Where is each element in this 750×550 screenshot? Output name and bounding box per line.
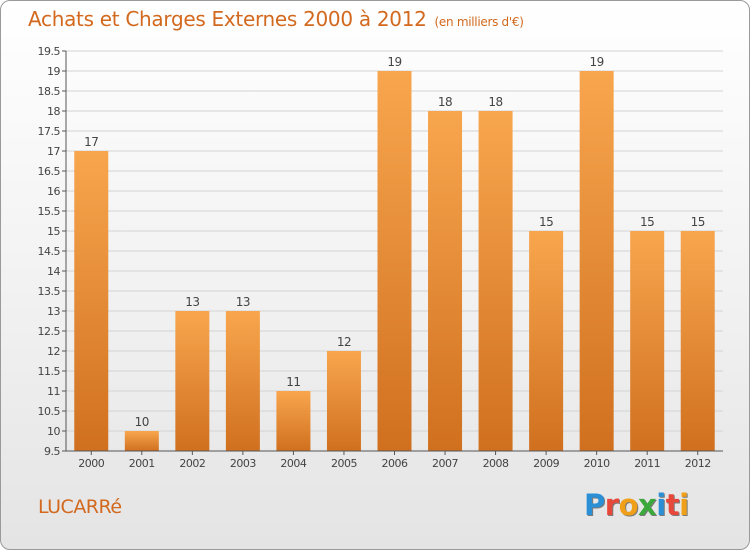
bar-2009 bbox=[529, 231, 564, 451]
data-label: 17 bbox=[84, 135, 98, 149]
data-label: 10 bbox=[135, 415, 149, 429]
bar-2004 bbox=[276, 391, 311, 451]
y-tick-label: 12 bbox=[47, 345, 60, 358]
bar-2008 bbox=[478, 111, 513, 451]
logo-letter: i bbox=[656, 488, 666, 522]
data-label: 19 bbox=[590, 55, 604, 69]
y-tick-label: 16.5 bbox=[38, 165, 61, 178]
y-tick-label: 13.5 bbox=[38, 285, 61, 298]
y-tick-label: 15 bbox=[47, 225, 60, 238]
bar-2002 bbox=[175, 311, 210, 451]
logo-letter: x bbox=[638, 488, 657, 522]
data-label: 13 bbox=[185, 295, 199, 309]
y-tick-label: 11.5 bbox=[38, 365, 61, 378]
data-label: 15 bbox=[539, 215, 553, 229]
y-tick-label: 19 bbox=[47, 65, 60, 78]
y-tick-label: 19.5 bbox=[38, 45, 61, 58]
x-axis-ticks: 2000 2001 2002 2003 2004 2005 2006 2007 2008 2009… bbox=[78, 451, 711, 470]
logo-letter: P bbox=[584, 488, 605, 522]
data-label: 18 bbox=[488, 95, 502, 109]
data-label: 15 bbox=[640, 215, 654, 229]
bars bbox=[74, 71, 715, 451]
x-tick-label: 2008 bbox=[483, 457, 509, 470]
x-tick-label: 2001 bbox=[129, 457, 155, 470]
logo-letter: i bbox=[679, 488, 689, 522]
chart-unit: (en milliers d'€) bbox=[434, 15, 524, 29]
chart-title: Achats et Charges Externes 2000 à 2012 (e… bbox=[28, 7, 524, 31]
proxiti-logo: Proxiti bbox=[584, 488, 689, 522]
y-tick-label: 17 bbox=[47, 145, 60, 158]
x-tick-label: 2005 bbox=[331, 457, 357, 470]
bar-2005 bbox=[326, 351, 361, 451]
data-label: 11 bbox=[286, 375, 300, 389]
data-label: 19 bbox=[387, 55, 401, 69]
x-tick-label: 2007 bbox=[432, 457, 458, 470]
y-tick-label: 17.5 bbox=[38, 125, 61, 138]
logo-letter: o bbox=[618, 488, 639, 522]
y-tick-label: 14 bbox=[47, 265, 60, 278]
bar-2006 bbox=[377, 71, 412, 451]
y-tick-label: 13 bbox=[47, 305, 60, 318]
x-tick-label: 2003 bbox=[230, 457, 256, 470]
bar-2003 bbox=[225, 311, 260, 451]
y-tick-label: 18.5 bbox=[38, 85, 61, 98]
bar-2010 bbox=[579, 71, 614, 451]
data-label: 18 bbox=[438, 95, 452, 109]
commune-name: LUCARRé bbox=[38, 496, 122, 518]
y-tick-label: 9.5 bbox=[44, 445, 60, 458]
y-tick-label: 16 bbox=[47, 185, 60, 198]
axes bbox=[65, 51, 723, 452]
y-tick-label: 12.5 bbox=[38, 325, 61, 338]
y-tick-label: 15.5 bbox=[38, 205, 61, 218]
x-tick-label: 2004 bbox=[280, 457, 306, 470]
y-axis-ticks: 9.5 10 10.5 11 11.5 12 12.5 13 13.5 14 14.5 15 15.5 1… bbox=[38, 45, 66, 458]
logo-letter: r bbox=[604, 488, 619, 522]
bar-2012 bbox=[680, 231, 715, 451]
y-tick-label: 18 bbox=[47, 105, 60, 118]
x-tick-label: 2006 bbox=[382, 457, 408, 470]
data-label: 13 bbox=[236, 295, 250, 309]
bar-2011 bbox=[630, 231, 665, 451]
x-tick-label: 2009 bbox=[533, 457, 559, 470]
bar-2001 bbox=[124, 431, 159, 451]
y-tick-label: 10.5 bbox=[38, 405, 61, 418]
y-tick-label: 11 bbox=[47, 385, 60, 398]
data-labels: 17 10 13 13 11 12 19 18 18 15 19 15 15 bbox=[84, 55, 705, 429]
bar-2000 bbox=[74, 151, 109, 451]
x-tick-label: 2002 bbox=[179, 457, 205, 470]
x-tick-label: 2010 bbox=[584, 457, 610, 470]
x-tick-label: 2011 bbox=[634, 457, 660, 470]
x-tick-label: 2012 bbox=[685, 457, 711, 470]
bar-2007 bbox=[428, 111, 463, 451]
data-label: 15 bbox=[691, 215, 705, 229]
data-label: 12 bbox=[337, 335, 351, 349]
x-tick-label: 2000 bbox=[78, 457, 104, 470]
y-tick-label: 14.5 bbox=[38, 245, 61, 258]
logo-letter: t bbox=[665, 488, 680, 522]
chart-title-text: Achats et Charges Externes 2000 à 2012 bbox=[28, 7, 427, 31]
y-tick-label: 10 bbox=[47, 425, 60, 438]
